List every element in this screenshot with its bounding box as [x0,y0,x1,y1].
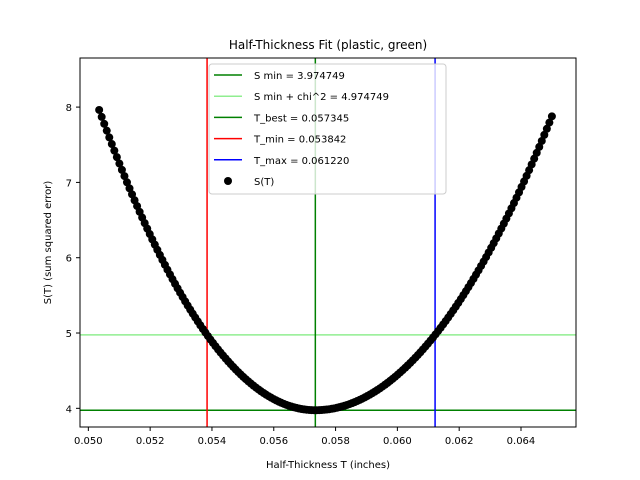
scatter-point [102,126,111,135]
plot-frame [79,57,577,428]
scatter-point [95,105,104,114]
legend-label: S(T) [254,177,274,188]
y-tick-label: 6 [66,254,72,265]
x-axis-label: Half-Thickness T (inches) [266,460,390,471]
x-tick-label: 0.056 [259,436,288,447]
x-tick-label: 0.060 [383,436,412,447]
y-tick-label: 7 [66,178,72,189]
y-tick-label: 8 [66,103,72,114]
scatter-point [112,153,121,162]
scatter-point [110,146,119,155]
y-axis-label: S(T) (sum squared error) [43,181,54,305]
scatter-point [117,165,126,174]
legend-marker [224,177,232,185]
legend-label: S min = 3.974749 [254,71,345,82]
scatter-point [105,133,114,142]
legend-box [208,63,447,195]
scatter-series [95,105,556,415]
legend-label: T_best = 0.057345 [253,113,349,124]
y-tick-label: 4 [66,404,72,415]
chart-title: Half-Thickness Fit (plastic, green) [229,38,427,52]
scatter-point [125,184,134,193]
scatter-point [545,118,554,127]
x-tick-label: 0.052 [136,436,165,447]
scatter-point [535,142,544,151]
x-tick-label: 0.054 [198,436,227,447]
scatter-point [107,140,116,149]
x-tick-label: 0.062 [445,436,474,447]
scatter-point [537,136,546,145]
y-tick-label: 5 [66,329,72,340]
scatter-point [542,124,551,133]
x-axis: 0.050 0.052 0.054 0.056 0.058 0.060 0.062 0.064 [74,427,535,447]
x-tick-label: 0.050 [74,436,103,447]
scatter-point [97,112,106,121]
legend-label: S min + chi^2 = 4.974749 [254,92,389,103]
x-tick-label: 0.058 [321,436,350,447]
legend: S min = 3.974749 S min + chi^2 = 4.974749… [208,63,447,195]
scatter-point [100,119,109,128]
scatter-point [540,130,549,139]
scatter-point [547,112,556,121]
legend-label: T_min = 0.053842 [253,135,346,146]
x-tick-label: 0.064 [507,436,536,447]
scatter-point [122,178,131,187]
legend-label: T_max = 0.061220 [253,156,349,167]
scatter-point [115,159,124,168]
y-axis: 4 5 6 7 8 [66,103,80,415]
scatter-point [120,172,129,181]
